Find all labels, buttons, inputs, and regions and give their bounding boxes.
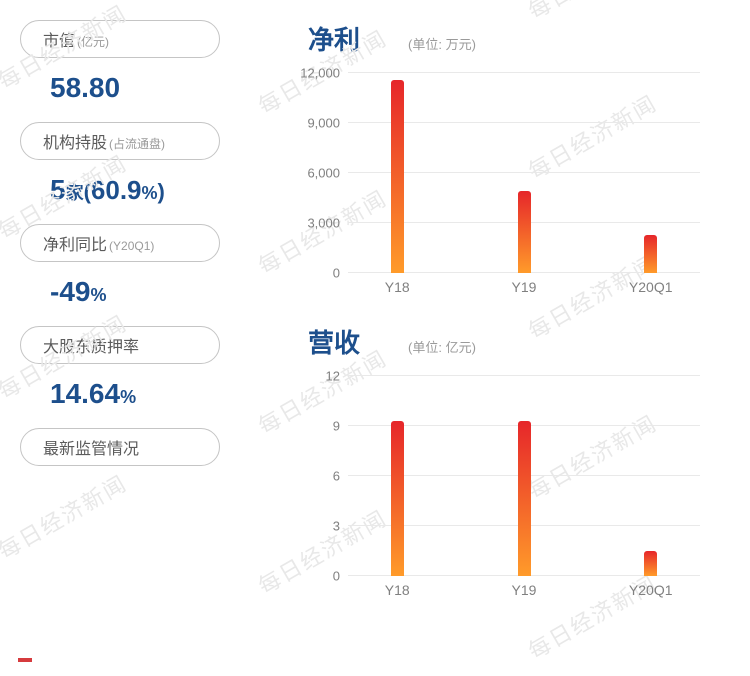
- chart-xtick: Y18: [385, 582, 410, 598]
- chart-ytick: 12,000: [284, 66, 340, 81]
- pill-label: 净利同比: [43, 237, 107, 254]
- chart-header: 净利 (单位: 万元): [280, 20, 720, 57]
- metric-inst-holding: 5家(60.9%): [20, 166, 260, 224]
- chart-plot: [348, 73, 700, 273]
- chart-xtick: Y18: [385, 279, 410, 295]
- chart-xtick: Y19: [512, 279, 537, 295]
- metrics-column: 市值(亿元) 58.80 机构持股(占流通盘) 5家(60.9%) 净利同比(Y…: [0, 20, 260, 676]
- pill-market-cap: 市值(亿元): [20, 20, 220, 58]
- chart-ytick: 0: [284, 266, 340, 281]
- chart-plot: [348, 376, 700, 576]
- metric-profit-yoy: -49%: [20, 268, 260, 326]
- value-main: 14.64: [50, 378, 120, 409]
- chart-ytick: 3,000: [284, 216, 340, 231]
- value-main: -49: [50, 276, 90, 307]
- pill-label: 机构持股: [43, 135, 107, 152]
- chart-gridline: [348, 72, 700, 73]
- chart-ytick: 6: [284, 469, 340, 484]
- pill-regulatory: 最新监管情况: [20, 428, 220, 466]
- chart-ytick: 9: [284, 419, 340, 434]
- pill-sub: (占流通盘): [109, 137, 165, 151]
- value-main: 58.80: [50, 72, 120, 103]
- chart-title: 净利: [308, 20, 360, 57]
- chart-bar: [644, 551, 657, 576]
- chart-gridline: [348, 375, 700, 376]
- pill-sub: (亿元): [77, 35, 109, 49]
- pill-pledge: 大股东质押率: [20, 326, 220, 364]
- chart-revenue: 营收 (单位: 亿元) 0 3 6 9 12 Y18 Y19 Y20Q1: [280, 323, 720, 616]
- pill-label: 大股东质押率: [43, 339, 139, 356]
- pill-profit-yoy: 净利同比(Y20Q1): [20, 224, 220, 262]
- chart-unit: (单位: 万元): [408, 34, 476, 53]
- chart-ytick: 12: [284, 369, 340, 384]
- value-unit: %: [90, 285, 106, 305]
- chart-area: 0 3,000 6,000 9,000 12,000 Y18 Y19 Y20Q1: [280, 63, 700, 313]
- chart-ytick: 6,000: [284, 166, 340, 181]
- value-unit: %: [120, 387, 136, 407]
- chart-xtick: Y19: [512, 582, 537, 598]
- chart-ytick: 3: [284, 519, 340, 534]
- chart-profit: 净利 (单位: 万元) 0 3,000 6,000 9,000 12,000 Y18 Y19…: [280, 20, 720, 313]
- chart-bar: [518, 421, 531, 576]
- paren-close: ): [158, 179, 165, 204]
- paren-pct: %: [142, 183, 158, 203]
- pill-label: 最新监管情况: [43, 441, 139, 458]
- chart-unit: (单位: 亿元): [408, 337, 476, 356]
- chart-bar: [644, 235, 657, 273]
- pill-sub: (Y20Q1): [109, 239, 154, 253]
- charts-column: 净利 (单位: 万元) 0 3,000 6,000 9,000 12,000 Y18 Y19…: [260, 20, 750, 676]
- value-main: 5: [50, 174, 66, 205]
- paren-inner: 60.9: [91, 175, 142, 205]
- chart-title: 营收: [308, 323, 360, 360]
- metric-market-cap: 58.80: [20, 64, 260, 122]
- chart-ytick: 9,000: [284, 116, 340, 131]
- chart-xtick: Y20Q1: [629, 279, 673, 295]
- paren-open: (: [84, 179, 91, 204]
- red-accent-stub: [18, 658, 32, 662]
- chart-bar: [518, 191, 531, 273]
- main-container: 市值(亿元) 58.80 机构持股(占流通盘) 5家(60.9%) 净利同比(Y…: [0, 0, 750, 676]
- pill-label: 市值: [43, 33, 75, 50]
- chart-area: 0 3 6 9 12 Y18 Y19 Y20Q1: [280, 366, 700, 616]
- pill-inst-holding: 机构持股(占流通盘): [20, 122, 220, 160]
- chart-bar: [391, 80, 404, 273]
- chart-xtick: Y20Q1: [629, 582, 673, 598]
- value-unit: 家: [66, 183, 84, 203]
- metric-pledge: 14.64%: [20, 370, 260, 428]
- chart-header: 营收 (单位: 亿元): [280, 323, 720, 360]
- chart-bar: [391, 421, 404, 576]
- chart-ytick: 0: [284, 569, 340, 584]
